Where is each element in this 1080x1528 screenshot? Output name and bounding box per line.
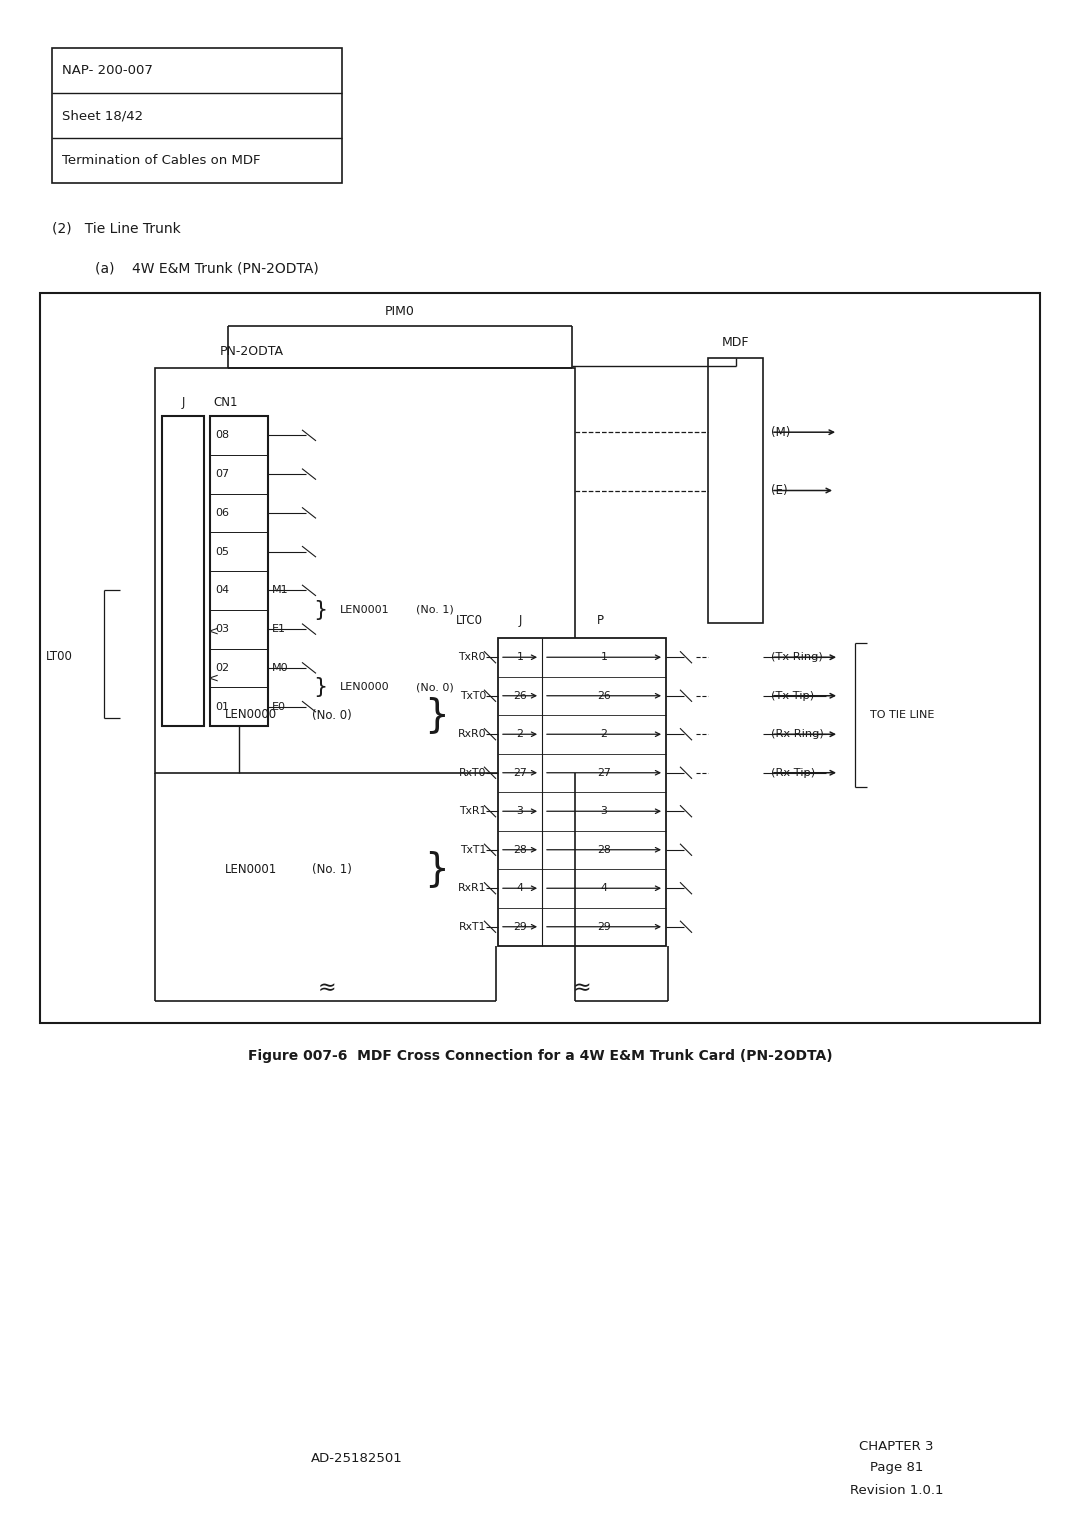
Text: 28: 28 xyxy=(513,845,527,854)
Text: PIM0: PIM0 xyxy=(386,304,415,318)
Bar xyxy=(708,358,762,623)
Text: 3: 3 xyxy=(516,807,524,816)
Text: J: J xyxy=(181,396,185,408)
Text: 27: 27 xyxy=(513,767,527,778)
Text: (M): (M) xyxy=(771,426,791,439)
Text: PN-2ODTA: PN-2ODTA xyxy=(220,344,284,358)
Text: 27: 27 xyxy=(597,767,611,778)
Text: RxT0: RxT0 xyxy=(459,767,486,778)
Text: Page 81: Page 81 xyxy=(869,1461,923,1475)
Text: J: J xyxy=(518,614,522,626)
Text: 02: 02 xyxy=(215,663,229,672)
Text: (Rx Tip): (Rx Tip) xyxy=(771,767,815,778)
Text: (a)    4W E&M Trunk (PN-2ODTA): (a) 4W E&M Trunk (PN-2ODTA) xyxy=(95,261,319,275)
Bar xyxy=(52,47,342,183)
Text: E1: E1 xyxy=(272,623,286,634)
Text: TxR1: TxR1 xyxy=(459,807,486,816)
Text: 2: 2 xyxy=(600,729,607,740)
Text: TxR0: TxR0 xyxy=(459,652,486,662)
Text: <: < xyxy=(208,671,219,685)
Text: 06: 06 xyxy=(215,507,229,518)
Text: 26: 26 xyxy=(513,691,527,701)
Text: 01: 01 xyxy=(215,701,229,712)
Text: 3: 3 xyxy=(600,807,607,816)
Text: 1: 1 xyxy=(600,652,607,662)
Text: NAP- 200-007: NAP- 200-007 xyxy=(62,64,153,76)
Text: RxR0: RxR0 xyxy=(457,729,486,740)
Text: ≈: ≈ xyxy=(572,978,592,998)
Text: Sheet 18/42: Sheet 18/42 xyxy=(62,108,144,122)
Text: M1: M1 xyxy=(272,585,288,596)
Text: 26: 26 xyxy=(597,691,611,701)
Text: E0: E0 xyxy=(272,701,286,712)
Text: 4: 4 xyxy=(516,883,524,894)
Text: 07: 07 xyxy=(215,469,229,480)
Text: (Tx Tip): (Tx Tip) xyxy=(771,691,814,701)
Text: P: P xyxy=(596,614,604,626)
Text: LEN0001: LEN0001 xyxy=(340,605,390,614)
Text: 4: 4 xyxy=(600,883,607,894)
Bar xyxy=(40,293,1040,1024)
Text: 1: 1 xyxy=(516,652,524,662)
Text: }: } xyxy=(313,677,327,697)
Text: LT00: LT00 xyxy=(46,649,72,663)
Text: (No. 1): (No. 1) xyxy=(312,862,352,876)
Bar xyxy=(498,639,666,946)
Text: (E): (E) xyxy=(771,484,787,497)
Text: 29: 29 xyxy=(597,921,611,932)
Text: LEN0001: LEN0001 xyxy=(225,862,278,876)
Text: LTC0: LTC0 xyxy=(456,614,483,626)
Text: <: < xyxy=(208,625,219,639)
Text: 08: 08 xyxy=(215,431,229,440)
Text: 2: 2 xyxy=(516,729,524,740)
Text: }: } xyxy=(423,850,448,888)
Text: 04: 04 xyxy=(215,585,229,596)
Text: (Tx Ring): (Tx Ring) xyxy=(771,652,823,662)
Text: (2)   Tie Line Trunk: (2) Tie Line Trunk xyxy=(52,222,180,235)
Text: TxT1: TxT1 xyxy=(460,845,486,854)
Text: TxT0: TxT0 xyxy=(460,691,486,701)
Text: 28: 28 xyxy=(597,845,611,854)
Text: 05: 05 xyxy=(215,547,229,556)
Text: ≈: ≈ xyxy=(318,978,336,998)
Text: LEN0000: LEN0000 xyxy=(340,681,390,692)
Text: CHAPTER 3: CHAPTER 3 xyxy=(860,1439,933,1453)
Text: Revision 1.0.1: Revision 1.0.1 xyxy=(850,1484,943,1496)
Text: (No. 1): (No. 1) xyxy=(416,605,454,614)
Text: 29: 29 xyxy=(513,921,527,932)
Text: }: } xyxy=(313,601,327,620)
Text: MDF: MDF xyxy=(721,336,750,350)
Text: Termination of Cables on MDF: Termination of Cables on MDF xyxy=(62,154,260,167)
Text: (Rx Ring): (Rx Ring) xyxy=(771,729,824,740)
Text: AD-25182501: AD-25182501 xyxy=(311,1452,402,1464)
Text: RxT1: RxT1 xyxy=(459,921,486,932)
Text: 03: 03 xyxy=(215,623,229,634)
Bar xyxy=(156,368,575,773)
Text: }: } xyxy=(423,695,448,733)
Text: (No. 0): (No. 0) xyxy=(416,681,454,692)
Text: TO TIE LINE: TO TIE LINE xyxy=(870,711,934,720)
Bar xyxy=(210,416,268,726)
Text: LEN0000: LEN0000 xyxy=(225,709,278,721)
Text: CN1: CN1 xyxy=(213,396,238,408)
Text: RxR1: RxR1 xyxy=(458,883,486,894)
Text: Figure 007-6  MDF Cross Connection for a 4W E&M Trunk Card (PN-2ODTA): Figure 007-6 MDF Cross Connection for a … xyxy=(247,1050,833,1063)
Bar xyxy=(162,416,204,726)
Text: (No. 0): (No. 0) xyxy=(312,709,352,721)
Text: M0: M0 xyxy=(272,663,288,672)
